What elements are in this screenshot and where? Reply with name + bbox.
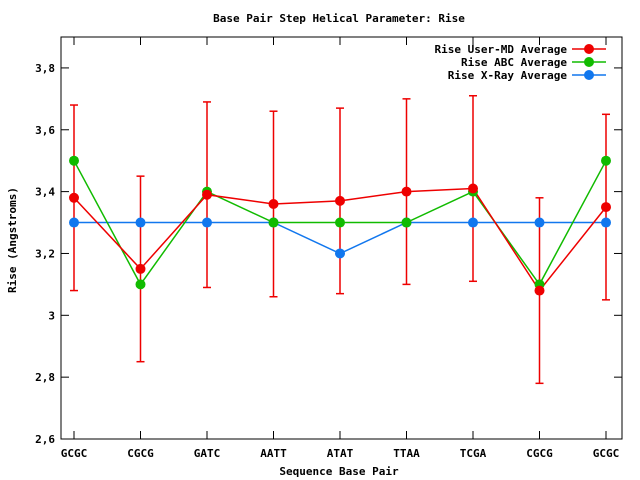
data-point	[468, 217, 478, 228]
data-point	[601, 202, 611, 213]
data-point	[534, 217, 545, 228]
legend-swatch-marker	[584, 70, 594, 80]
data-point	[601, 155, 611, 166]
data-point	[468, 183, 478, 194]
y-tick-label: 3,4	[35, 186, 55, 199]
x-tick-label: ATAT	[327, 447, 354, 460]
legend-label: Rise X-Ray Average	[448, 69, 568, 82]
data-point	[135, 263, 146, 274]
data-point	[335, 217, 345, 228]
data-point	[268, 198, 279, 209]
x-tick-label: GCGC	[593, 447, 620, 460]
data-point	[534, 285, 545, 296]
data-point	[69, 155, 79, 166]
x-tick-label: TCGA	[460, 447, 487, 460]
x-tick-label: TTAA	[393, 447, 420, 460]
legend-label: Rise ABC Average	[461, 56, 567, 69]
data-point	[401, 186, 412, 197]
data-point	[135, 217, 146, 228]
legend-swatch-marker	[584, 44, 594, 54]
data-point	[335, 248, 345, 259]
legend-label: Rise User-MD Average	[435, 43, 568, 56]
data-point	[335, 195, 345, 206]
data-point	[135, 279, 146, 290]
series-points	[69, 155, 611, 296]
data-point	[69, 217, 79, 228]
x-tick-label: CGCG	[526, 447, 553, 460]
data-point	[69, 192, 79, 203]
y-axis-label: Rise (Angstroms)	[6, 187, 19, 293]
y-tick-label: 2,6	[35, 433, 55, 446]
x-tick-label: AATT	[260, 447, 287, 460]
x-tick-label: GCGC	[61, 447, 88, 460]
data-point	[268, 217, 279, 228]
chart-title: Base Pair Step Helical Parameter: Rise	[213, 12, 465, 25]
legend-swatch-marker	[584, 57, 594, 67]
data-point	[202, 217, 212, 228]
x-tick-label: CGCG	[127, 447, 154, 460]
x-tick-label: GATC	[194, 447, 221, 460]
y-tick-label: 3,6	[35, 124, 55, 137]
y-tick-label: 3,8	[35, 62, 55, 75]
y-tick-label: 2,8	[35, 371, 55, 384]
x-axis-label: Sequence Base Pair	[279, 465, 399, 478]
plot-area-frame	[60, 36, 623, 440]
data-point	[202, 189, 212, 200]
data-point	[601, 217, 611, 228]
data-point	[401, 217, 412, 228]
error-bars	[70, 95, 610, 385]
axis-ticks: 2,6 2,8 3 3,2 3,4 3,6 3,8 GCGC CGCG GATC AATT ATAT T…	[35, 37, 622, 460]
y-tick-label: 3	[48, 309, 55, 322]
y-tick-label: 3,2	[35, 247, 55, 260]
